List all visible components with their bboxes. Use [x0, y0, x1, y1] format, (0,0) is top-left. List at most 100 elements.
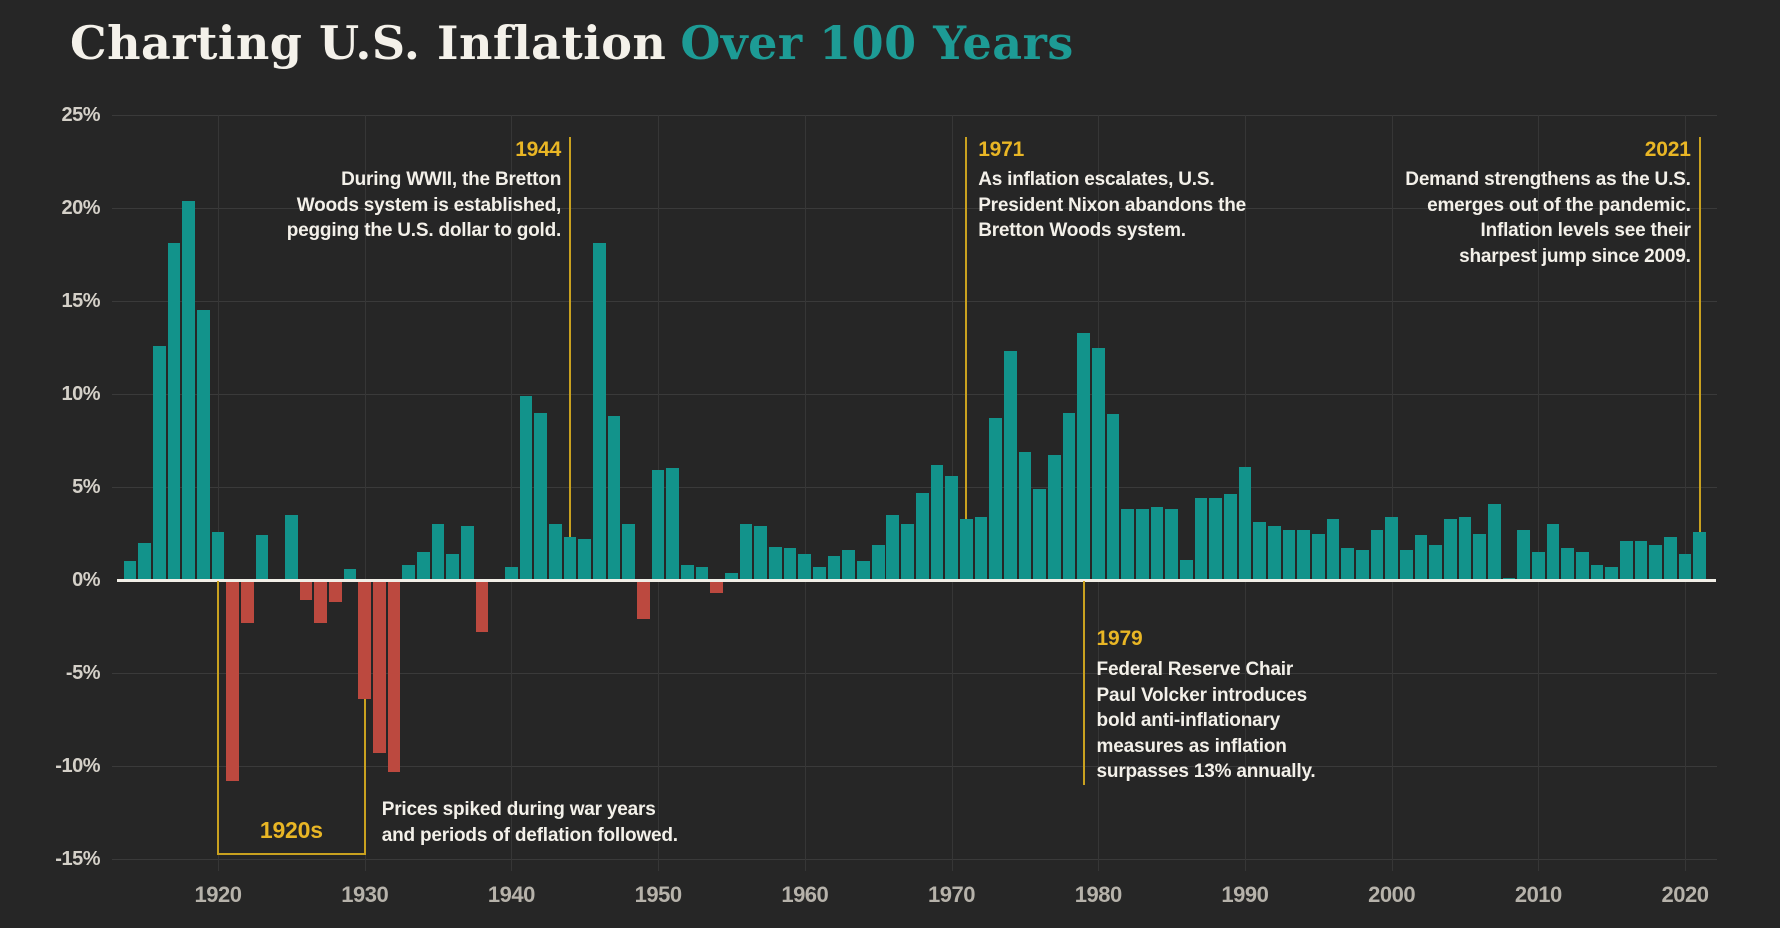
bar-2020: [1678, 553, 1692, 580]
bar-1923: [255, 535, 269, 580]
bar-1940: [505, 566, 518, 580]
bar-1987: [1194, 498, 1208, 580]
annotation-year-1971: 1971: [978, 138, 1025, 161]
annotation-year-1979: 1979: [1096, 627, 1143, 650]
bar-1970: [945, 475, 958, 580]
annotation-line-1971: [965, 137, 968, 519]
bar-2007: [1487, 503, 1501, 580]
bar-2001: [1399, 550, 1413, 580]
annotation-text-line: President Nixon abandons the: [978, 194, 1247, 216]
bar-1915: [138, 542, 151, 580]
gridline-horizontal: [112, 673, 1717, 674]
annotation-text-line: emerges out of the pandemic.: [1427, 194, 1691, 216]
annotation-line-1979: [1082, 581, 1085, 785]
gridline-horizontal: [112, 115, 1717, 116]
annotation-text-1971: As inflation escalates, U.S. President Ni…: [978, 167, 1246, 244]
annotation-text-line: Inflation levels see their: [1480, 220, 1691, 241]
annotation-text-line: Bretton Woods system.: [978, 220, 1186, 241]
bar-1976: [1033, 488, 1046, 580]
bar-2009: [1517, 529, 1530, 580]
bar-2019: [1664, 537, 1677, 580]
annotation-text-line: bold anti-inflationary: [1096, 710, 1281, 731]
annotation-text-1944: During WWII, the Bretton Woods system is …: [287, 167, 562, 244]
bar-1975: [1018, 451, 1032, 580]
y-axis-tick-label: 25%: [61, 104, 100, 126]
gridline-horizontal: [112, 208, 1717, 209]
bar-1974: [1003, 351, 1017, 580]
y-axis-tick-label: 20%: [61, 197, 100, 219]
annotation-text-line: Paul Volcker introduces: [1096, 684, 1308, 706]
bar-1980: [1091, 347, 1105, 580]
bar-1985: [1165, 509, 1178, 580]
bar-1977: [1047, 455, 1061, 580]
bar-1937: [461, 526, 474, 580]
y-axis-tick-label: -10%: [55, 755, 100, 777]
bar-2010: [1531, 552, 1545, 580]
bar-1968: [915, 492, 929, 580]
annotation-line-2021: [1698, 137, 1701, 532]
bar-2006: [1473, 533, 1486, 580]
x-axis-tick-label: 1980: [1074, 882, 1122, 907]
x-axis-tick-label: 1920: [194, 882, 242, 907]
bracket-base: [217, 853, 366, 855]
bar-1967: [901, 524, 914, 580]
bar-1978: [1062, 412, 1076, 580]
bar-1959: [783, 548, 797, 580]
bar-1979: [1077, 332, 1090, 580]
bar-1922: [241, 580, 254, 623]
gridline-vertical: [1391, 115, 1393, 871]
bar-1989: [1223, 494, 1237, 580]
bar-1993: [1282, 529, 1296, 580]
bar-2018: [1649, 544, 1663, 580]
bar-1928: [329, 580, 342, 603]
x-axis-tick-label: 1940: [487, 882, 535, 907]
bar-1918: [182, 200, 196, 580]
bar-1973: [989, 418, 1002, 580]
bar-1933: [402, 565, 416, 580]
bar-1944: [563, 537, 577, 580]
y-axis-tick-label: 15%: [61, 290, 100, 312]
page-title: Charting U.S. Inflation Over 100 Years: [70, 16, 1074, 70]
bar-1988: [1209, 498, 1222, 580]
bar-1999: [1370, 529, 1384, 580]
annotation-text-line: Demand strengthens as the U.S.: [1405, 169, 1691, 190]
gridline-horizontal: [112, 394, 1717, 395]
annotation-text-line: Federal Reserve Chair: [1096, 659, 1294, 680]
bar-2012: [1561, 548, 1574, 580]
bar-1965: [871, 544, 885, 580]
bar-1941: [519, 395, 533, 580]
gridline-vertical: [1685, 115, 1687, 871]
annotation-text-line: During WWII, the Bretton: [341, 169, 562, 190]
bar-2011: [1546, 524, 1560, 580]
bracket-label-1920s: 1920s: [259, 817, 323, 843]
bar-1917: [167, 243, 181, 580]
y-axis-tick-label: -5%: [65, 662, 101, 684]
annotation-text-1979: Federal Reserve Chair Paul Volcker introd…: [1097, 657, 1316, 785]
bar-1952: [681, 565, 694, 580]
bracket-note: Prices spiked during war years and period…: [382, 797, 678, 848]
bar-1929: [343, 568, 357, 580]
y-axis-tick-label: 0%: [72, 569, 100, 591]
bar-1969: [930, 464, 944, 580]
bar-1984: [1150, 507, 1164, 580]
bar-1991: [1253, 522, 1266, 580]
gridline-vertical: [511, 115, 513, 871]
bar-2005: [1458, 516, 1472, 580]
bar-1945: [578, 539, 592, 580]
bar-1958: [769, 546, 782, 580]
bar-1951: [666, 468, 680, 580]
bar-1954: [710, 580, 724, 594]
bar-1936: [446, 553, 460, 580]
bar-2016: [1619, 540, 1633, 580]
gridline-vertical: [1538, 115, 1540, 871]
gridline-horizontal: [112, 487, 1717, 488]
bar-1927: [314, 580, 328, 623]
bar-1964: [857, 561, 870, 580]
bar-1925: [285, 514, 298, 580]
annotation-text-2021: Demand strengthens as the U.S. emerges ou…: [1405, 167, 1691, 269]
bar-1935: [431, 524, 445, 580]
title-main: Charting U.S. Inflation: [70, 16, 667, 70]
bar-1914: [123, 561, 137, 580]
bar-2000: [1385, 516, 1398, 580]
